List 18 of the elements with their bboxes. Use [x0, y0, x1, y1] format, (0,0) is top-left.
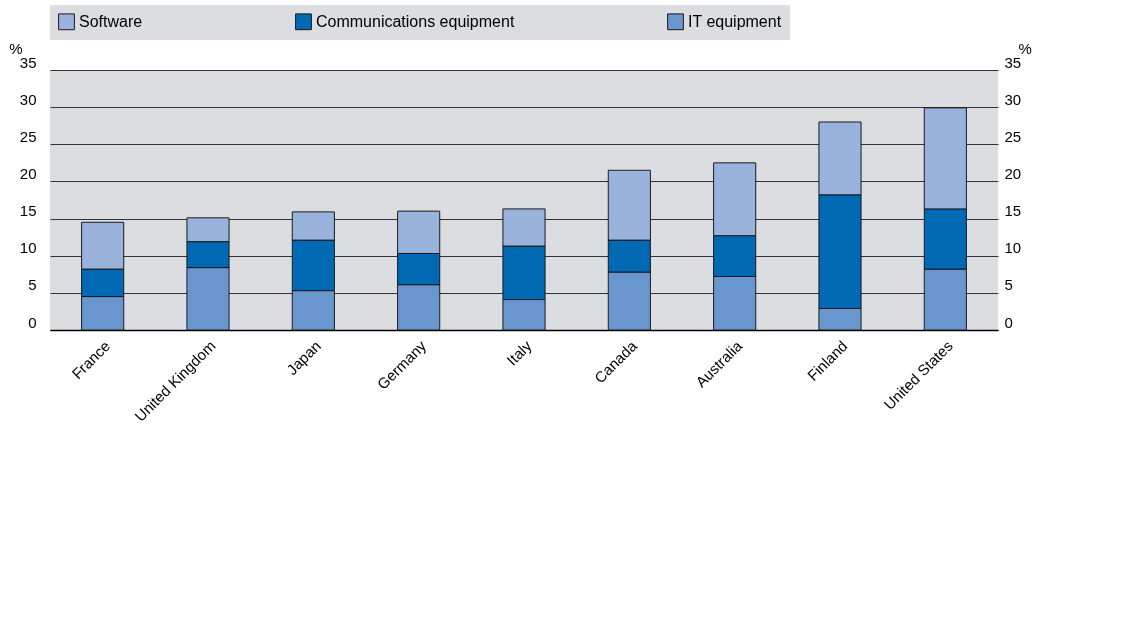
y2-tick-label: 5	[1004, 276, 1013, 294]
y-tick-label: 20	[19, 164, 37, 182]
y-tick-label: 10	[19, 239, 37, 257]
y2-tick-label: 30	[1004, 90, 1022, 108]
y2-tick-label: 25	[1004, 127, 1022, 145]
y2-tick-label: 20	[1004, 164, 1022, 182]
legend-label: Software	[79, 12, 143, 30]
y2-tick-label: 0	[1004, 313, 1013, 331]
y2-tick-label: 10	[1004, 239, 1022, 257]
x-tick-label: Italy	[503, 336, 535, 369]
legend-label: Communications equipment	[316, 12, 515, 30]
y-tick-label: 25	[19, 127, 37, 145]
legend-label: IT equipment	[688, 12, 782, 30]
y-tick-label: 5	[28, 276, 37, 294]
y-tick-label: 15	[19, 202, 37, 220]
y-tick-label: 30	[19, 90, 37, 108]
y-tick-label: 0	[28, 313, 37, 331]
y2-tick-label: 15	[1004, 202, 1022, 220]
